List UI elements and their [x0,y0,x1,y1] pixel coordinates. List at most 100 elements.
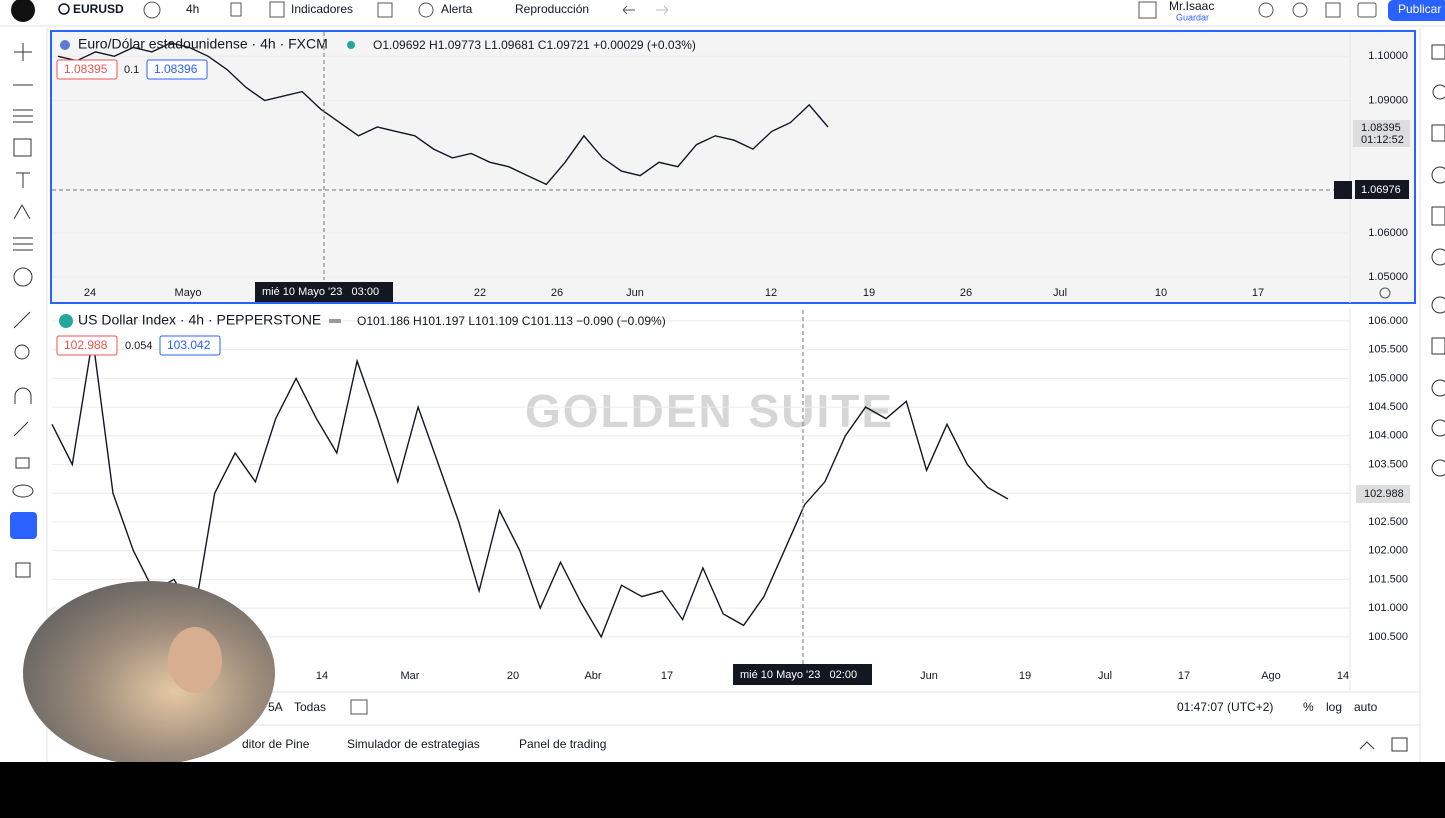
interval[interactable]: 4h [186,2,199,16]
save-label[interactable]: Guardar [1176,12,1209,22]
measure-tool[interactable] [13,311,31,329]
pane-1[interactable] [50,30,1416,304]
range-5y[interactable]: 5A [268,700,283,714]
time-tick-label: Jun [920,670,938,682]
data-window[interactable] [1431,124,1445,142]
pane-2-title[interactable]: US Dollar Index · 4h · PEPPERSTONE [78,312,321,328]
fullscreen[interactable] [1325,2,1341,18]
lock-tool[interactable] [15,457,30,469]
undo[interactable] [622,5,635,15]
bid[interactable]: 102.988 [64,338,108,352]
hotlist[interactable] [1431,166,1445,184]
logo[interactable] [11,0,35,22]
price-tick-label: 102.500 [1368,516,1408,528]
drawing-tools [12,43,34,578]
quick-search[interactable] [1258,2,1274,18]
time-tick-label: Mar [401,670,420,682]
symbol[interactable]: EURUSD [73,2,124,16]
footer-tab[interactable]: Simulador de estrategias [347,737,480,751]
time-tick-label: 26 [551,287,563,299]
fib-tool[interactable] [13,109,33,123]
calendar[interactable] [1431,206,1445,226]
footer-tab[interactable]: Panel de trading [519,737,606,751]
time-tick-label: Ago [1261,670,1281,682]
redo[interactable] [656,5,669,15]
sync-tool[interactable] [10,512,37,539]
crosshair-price: 1.06976 [1361,184,1401,196]
ask[interactable]: 1.08396 [154,62,198,76]
price-line [51,337,1009,639]
axis-settings[interactable] [1379,287,1391,299]
snapshot[interactable] [1357,2,1377,18]
add-level[interactable] [1334,181,1352,199]
countdown: 01:12:52 [1361,134,1404,146]
time-tick-label: Jul [1053,287,1067,299]
price-tick-label: 106.000 [1368,315,1408,327]
sell-box[interactable] [56,59,118,80]
crosshair-time-box [255,282,393,302]
pane-2-ohlc: O101.186 H101.197 L101.109 C101.113 −0.0… [357,314,666,328]
replay-button[interactable]: Reproducción [515,2,589,16]
crosshair-time-box [733,664,872,685]
price-tick-label: 105.500 [1368,344,1408,356]
layout-select[interactable] [1138,1,1157,19]
price-tick-label: 1.09000 [1368,94,1408,106]
indicators-button[interactable]: Indicadores [291,2,353,16]
layouts[interactable] [377,2,393,18]
streams[interactable] [1431,379,1445,397]
notifications[interactable] [1431,459,1445,477]
expand-panel[interactable] [1359,741,1375,750]
prediction-tool[interactable] [13,237,33,251]
cursor-tool[interactable] [14,43,32,61]
notes[interactable] [1431,337,1445,355]
time-tick-label: 14 [1337,670,1349,682]
magnet-tool[interactable] [14,387,32,404]
crosshair-time: mié 10 Mayo '23 02:00 [740,669,857,681]
pattern-tool[interactable] [13,203,31,220]
time-tick-label: 19 [863,287,875,299]
alerts[interactable] [1432,84,1445,100]
add-symbol[interactable] [143,1,161,19]
buy-box[interactable] [159,335,221,356]
buy-box[interactable] [146,59,208,80]
pane-1-title[interactable]: Euro/Dólar estadounidense · 4h · FXCM [78,36,328,52]
time-tick-label: 22 [474,287,486,299]
sell-box[interactable] [56,335,118,356]
settings[interactable] [1292,2,1308,18]
ideas[interactable] [1431,248,1445,266]
chart-type[interactable] [230,2,242,17]
emoji-tool[interactable] [13,267,33,287]
letterbox [0,762,1445,813]
webcam-overlay [23,581,275,765]
watchlist[interactable] [1431,44,1445,60]
clock[interactable]: 01:47:07 (UTC+2) [1177,700,1273,714]
footer-tab[interactable]: ditor de Pine [242,737,310,751]
percent-toggle[interactable]: % [1303,700,1314,714]
alert-button[interactable]: Alerta [441,2,473,16]
bid[interactable]: 1.08395 [64,62,108,76]
user-name[interactable]: Mr.Isaac [1169,0,1214,13]
publish-button[interactable] [1388,0,1445,21]
text-tool[interactable] [16,172,30,188]
visibility-tool[interactable] [12,484,34,498]
delete-tool[interactable] [15,562,31,578]
publish-label[interactable]: Publicar [1398,2,1441,16]
zoom-tool[interactable] [14,344,30,360]
draw-mode[interactable] [13,421,29,437]
calendar-events[interactable] [1431,419,1445,437]
maximize-panel[interactable] [1391,737,1408,752]
chat[interactable] [1431,296,1445,314]
watermark: GOLDEN SUITE [525,385,894,437]
log-toggle[interactable]: log [1326,700,1342,714]
goto-date[interactable] [350,699,368,715]
right-toolbar [1431,44,1445,477]
time-tick-label: 12 [765,287,777,299]
shape-tool[interactable] [13,138,32,157]
ask[interactable]: 103.042 [167,338,211,352]
time-tick-label: 19 [1019,670,1031,682]
price-tick-label: 1.05000 [1368,271,1408,283]
auto-toggle[interactable]: auto [1354,700,1378,714]
range-all[interactable]: Todas [294,700,326,714]
